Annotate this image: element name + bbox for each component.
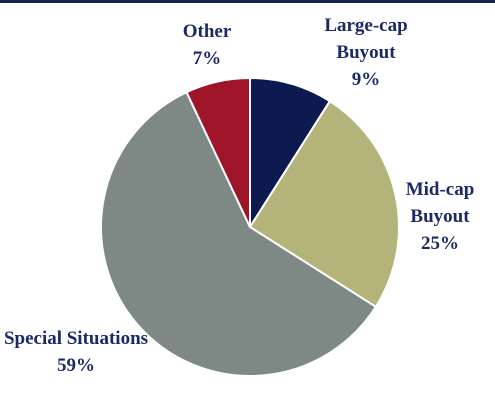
category-label: Special Situations [3, 328, 149, 349]
slice-label: Mid-cap Buyout 25% [385, 176, 495, 257]
slice-label: Large-cap Buyout 9% [301, 12, 431, 93]
pie-slice [100, 90, 378, 377]
slice-label: Special Situations 59% [1, 325, 151, 379]
pie-slice [249, 76, 332, 231]
value-label: 25% [421, 233, 459, 254]
category-label: Other [182, 21, 232, 42]
pie-slice [248, 99, 400, 309]
pie-slice [185, 76, 251, 228]
value-label: 9% [351, 69, 381, 90]
category-label: Mid-cap Buyout [405, 179, 475, 227]
value-label: 59% [57, 355, 95, 376]
slice-label: Other 7% [162, 18, 252, 72]
category-label: Large-cap Buyout [324, 15, 408, 63]
top-rule [0, 0, 495, 3]
value-label: 7% [192, 48, 222, 69]
